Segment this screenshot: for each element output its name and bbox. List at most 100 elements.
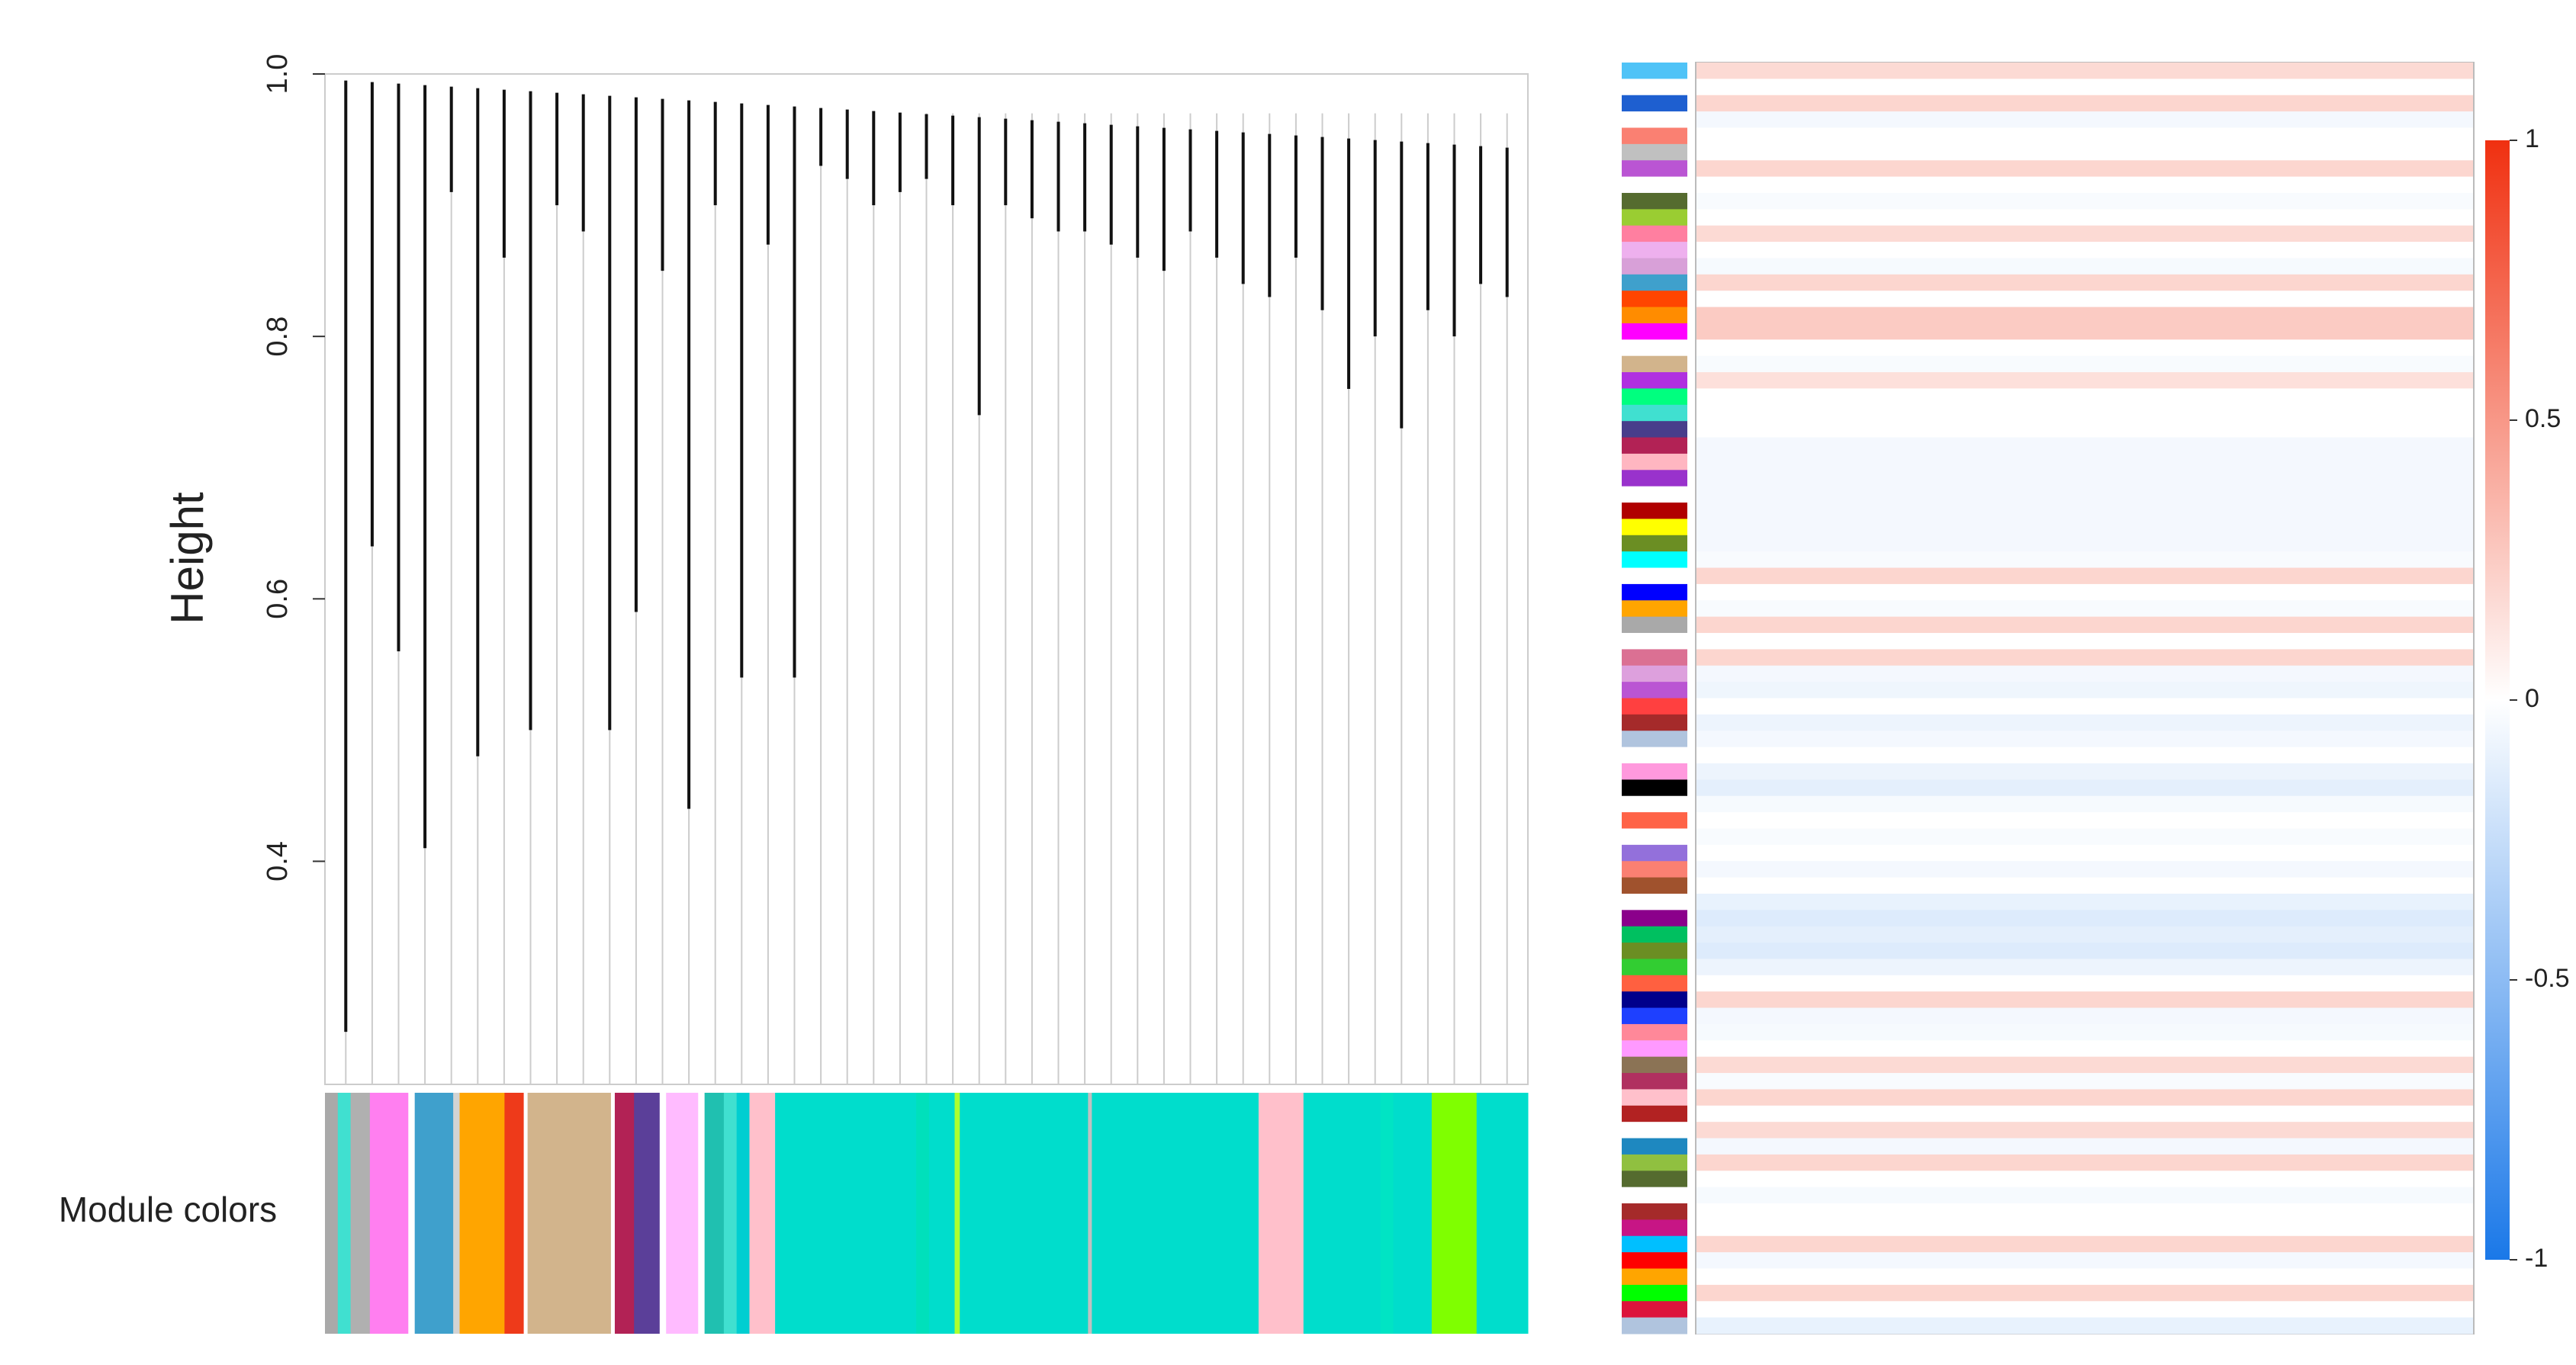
heatmap-cell xyxy=(1696,1122,2473,1139)
module-color xyxy=(954,1093,960,1334)
colorbar-tick-label: -1 xyxy=(2525,1244,2548,1273)
heatmap-cell xyxy=(1696,1268,2473,1286)
row-color xyxy=(1622,943,1687,959)
module-color xyxy=(1092,1093,1259,1334)
heatmap-cell xyxy=(1696,926,2473,943)
module-color xyxy=(960,1093,1089,1334)
module-color xyxy=(704,1093,725,1334)
module-color xyxy=(337,1093,352,1334)
heatmap-cell xyxy=(1696,486,2473,503)
module-color xyxy=(928,1093,955,1334)
heatmap-cell xyxy=(1696,111,2473,128)
row-color xyxy=(1622,844,1687,862)
heatmap-cell xyxy=(1696,812,2473,829)
heatmap-cell xyxy=(1696,143,2473,161)
row-color xyxy=(1622,975,1687,992)
row-color xyxy=(1622,143,1687,161)
heatmap-cell xyxy=(1696,160,2473,178)
heatmap-cell xyxy=(1696,470,2473,487)
row-color xyxy=(1622,323,1687,340)
heatmap-cell xyxy=(1696,893,2473,911)
row-color xyxy=(1622,274,1687,291)
row-color xyxy=(1622,633,1687,650)
module-color xyxy=(666,1093,699,1334)
heatmap-cell xyxy=(1696,95,2473,112)
module-color xyxy=(350,1093,371,1334)
heatmap-cell xyxy=(1696,583,2473,601)
row-color xyxy=(1622,1235,1687,1253)
row-color xyxy=(1622,1105,1687,1123)
heatmap-cell xyxy=(1696,1171,2473,1188)
row-color xyxy=(1622,503,1687,519)
heatmap-cell xyxy=(1696,943,2473,959)
heatmap-cell xyxy=(1696,600,2473,618)
heatmap-cell xyxy=(1696,731,2473,748)
heatmap-cell xyxy=(1696,698,2473,715)
row-color xyxy=(1622,1089,1687,1106)
module-color xyxy=(723,1093,738,1334)
row-color xyxy=(1622,242,1687,259)
heatmap-cell xyxy=(1696,877,2473,894)
module-color xyxy=(459,1093,505,1334)
row-color xyxy=(1622,714,1687,731)
heatmap-cell xyxy=(1696,975,2473,992)
row-color xyxy=(1622,1007,1687,1025)
heatmap-cell xyxy=(1696,535,2473,552)
row-color xyxy=(1622,160,1687,178)
module-color xyxy=(504,1093,525,1334)
heatmap-cell xyxy=(1696,959,2473,976)
row-color xyxy=(1622,1203,1687,1220)
heatmap-cell xyxy=(1696,355,2473,373)
heatmap-cell xyxy=(1696,1023,2473,1041)
heatmap-cell xyxy=(1696,714,2473,731)
row-color xyxy=(1622,470,1687,487)
heatmap-cell xyxy=(1696,991,2473,1009)
row-color xyxy=(1622,111,1687,128)
heatmap-cell xyxy=(1696,649,2473,666)
heatmap-cell xyxy=(1696,437,2473,454)
row-color xyxy=(1622,421,1687,438)
module-color xyxy=(453,1093,461,1334)
y-axis-label: Height xyxy=(162,492,213,625)
row-color xyxy=(1622,1252,1687,1270)
row-color xyxy=(1622,877,1687,894)
module-color xyxy=(408,1093,416,1334)
module-color xyxy=(916,1093,930,1334)
heatmap-cell xyxy=(1696,192,2473,210)
heatmap-cell xyxy=(1696,1284,2473,1302)
row-color xyxy=(1622,437,1687,454)
row-color xyxy=(1622,519,1687,536)
row-color xyxy=(1622,1317,1687,1334)
module-color xyxy=(775,1093,917,1334)
heatmap-cell xyxy=(1696,63,2473,79)
heatmap-cell xyxy=(1696,1089,2473,1106)
row-color xyxy=(1622,225,1687,242)
color-bar xyxy=(2485,140,2510,1260)
module-color xyxy=(1258,1093,1304,1334)
row-color xyxy=(1622,388,1687,406)
row-color xyxy=(1622,486,1687,503)
heatmap-cell xyxy=(1696,910,2473,927)
row-color xyxy=(1622,583,1687,601)
colorbar-tick-label: 1 xyxy=(2525,124,2539,153)
heatmap-cell xyxy=(1696,519,2473,536)
module-color xyxy=(1393,1093,1433,1334)
module-color xyxy=(369,1093,409,1334)
row-color xyxy=(1622,192,1687,210)
heatmap-cell xyxy=(1696,844,2473,862)
module-color xyxy=(614,1093,635,1334)
row-color xyxy=(1622,1040,1687,1058)
module-color xyxy=(1476,1093,1529,1334)
heatmap-cell xyxy=(1696,551,2473,569)
y-tick-label: 1.0 xyxy=(262,54,294,95)
row-color xyxy=(1622,535,1687,552)
row-color xyxy=(1622,779,1687,797)
row-color xyxy=(1622,1122,1687,1139)
row-color xyxy=(1622,95,1687,112)
row-color xyxy=(1622,731,1687,748)
row-color xyxy=(1622,79,1687,96)
heatmap-cell xyxy=(1696,242,2473,259)
row-color xyxy=(1622,1301,1687,1318)
y-tick-label: 0.8 xyxy=(262,316,294,357)
